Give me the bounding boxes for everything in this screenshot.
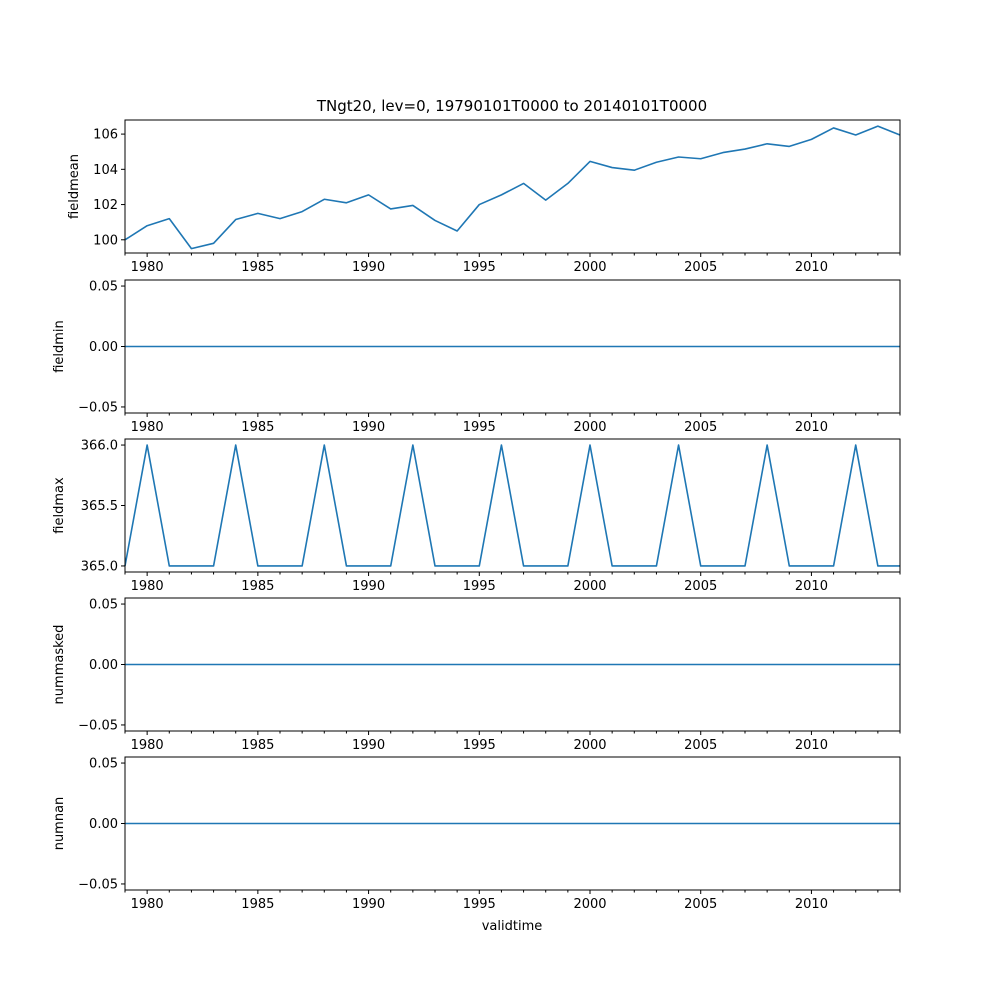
panel-nummasked: −0.05 0.00 0.05 1980 1985 1990 1995 2000 2005 201… xyxy=(52,597,901,753)
x-tick-label: 1990 xyxy=(352,897,385,912)
x-tick-label: 2005 xyxy=(684,738,717,753)
y-tick-label-fieldmax: 365.0 xyxy=(81,559,118,574)
x-tick-label: 1995 xyxy=(463,738,496,753)
y-axis-label-fieldmean: fieldmean xyxy=(67,154,82,219)
y-tick-label-nummasked: 0.00 xyxy=(89,658,118,673)
x-tick-label: 2000 xyxy=(573,420,606,435)
series-line-fieldmax xyxy=(124,444,900,567)
chart-title: TNgt20, lev=0, 19790101T0000 to 20140101… xyxy=(316,97,707,115)
x-tick-label: 1995 xyxy=(463,420,496,435)
x-tick-label: 2010 xyxy=(795,260,828,275)
x-tick-label: 1985 xyxy=(241,579,274,594)
series-line-fieldmean xyxy=(124,125,901,250)
x-tick-label: 1980 xyxy=(131,579,164,594)
y-axis-label-fieldmin: fieldmin xyxy=(52,320,67,373)
y-tick-label-fieldmax: 365.5 xyxy=(81,499,118,514)
x-tick-label: 2005 xyxy=(684,897,717,912)
x-axis-label: validtime xyxy=(482,919,543,934)
x-tick-label: 1980 xyxy=(131,897,164,912)
y-tick-label-fieldmean: 104 xyxy=(93,163,118,178)
x-tick-label: 1990 xyxy=(352,420,385,435)
x-tick-label: 1995 xyxy=(463,897,496,912)
y-tick-label-numnan: 0.00 xyxy=(89,817,118,832)
x-tick-label: 2000 xyxy=(573,579,606,594)
panel-numnan: −0.05 0.00 0.05 1980 1985 1990 1995 2000 2005 201… xyxy=(52,756,901,912)
x-tick-label: 1985 xyxy=(241,897,274,912)
panel-fieldmin: −0.05 0.00 0.05 1980 1985 1990 1995 2000 2005 201… xyxy=(52,279,901,435)
x-tick-label: 1980 xyxy=(131,260,164,275)
x-tick-label: 1985 xyxy=(241,420,274,435)
x-tick-label: 1995 xyxy=(463,260,496,275)
x-tick-label: 2010 xyxy=(795,897,828,912)
y-tick-label-fieldmean: 102 xyxy=(93,198,118,213)
y-tick-label-numnan: 0.05 xyxy=(89,757,118,772)
panel-fieldmean: 100 102 104 106 1980 1985 1990 1995 2000 2005 2010… xyxy=(67,119,901,275)
x-tick-label: 1990 xyxy=(352,738,385,753)
plot-frame-fieldmean xyxy=(124,119,901,254)
panels: 100 102 104 106 1980 1985 1990 1995 2000 2005 2010… xyxy=(52,119,901,912)
x-tick-label: 2005 xyxy=(684,579,717,594)
x-tick-label: 2000 xyxy=(573,897,606,912)
x-tick-label: 2005 xyxy=(684,260,717,275)
y-tick-label-nummasked: −0.05 xyxy=(78,718,118,733)
y-axis-label-nummasked: nummasked xyxy=(52,625,67,705)
x-tick-label: 2005 xyxy=(684,420,717,435)
x-tick-label: 2000 xyxy=(573,260,606,275)
y-tick-label-fieldmin: −0.05 xyxy=(78,400,118,415)
y-tick-label-fieldmean: 106 xyxy=(93,128,118,143)
y-tick-label-fieldmax: 366.0 xyxy=(81,439,118,454)
y-axis-label-numnan: numnan xyxy=(52,797,67,851)
x-tick-label: 2010 xyxy=(795,579,828,594)
y-tick-label-fieldmean: 100 xyxy=(93,233,118,248)
y-tick-label-fieldmin: 0.05 xyxy=(89,280,118,295)
x-tick-label: 1990 xyxy=(352,260,385,275)
x-tick-label: 1985 xyxy=(241,738,274,753)
y-tick-label-nummasked: 0.05 xyxy=(89,598,118,613)
panel-fieldmax: 365.0 365.5 366.0 1980 1985 1990 1995 2000 2005 2… xyxy=(52,438,901,594)
y-tick-label-fieldmin: 0.00 xyxy=(89,340,118,355)
x-tick-label: 2010 xyxy=(795,738,828,753)
y-tick-label-numnan: −0.05 xyxy=(78,877,118,892)
x-tick-label: 1995 xyxy=(463,579,496,594)
x-tick-label: 2010 xyxy=(795,420,828,435)
x-tick-label: 1990 xyxy=(352,579,385,594)
x-tick-label: 1980 xyxy=(131,738,164,753)
x-tick-label: 1985 xyxy=(241,260,274,275)
x-tick-label: 1980 xyxy=(131,420,164,435)
y-axis-label-fieldmax: fieldmax xyxy=(52,477,67,534)
x-tick-label: 2000 xyxy=(573,738,606,753)
